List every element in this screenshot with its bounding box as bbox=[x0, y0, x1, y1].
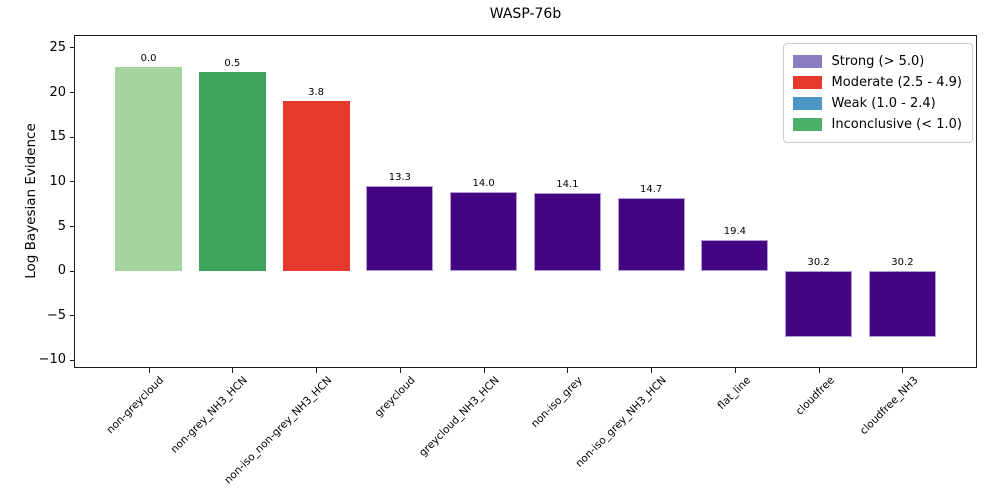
x-tick-mark bbox=[483, 368, 485, 373]
legend-item: Moderate (2.5 - 4.9) bbox=[792, 72, 962, 93]
legend-swatch bbox=[792, 97, 822, 110]
y-tick-label: 25 bbox=[49, 39, 66, 55]
bar-value-label: 14.0 bbox=[472, 178, 495, 190]
y-tick-mark bbox=[70, 315, 74, 317]
x-tick-mark bbox=[818, 368, 820, 373]
bar bbox=[617, 198, 685, 271]
y-tick-label: 0 bbox=[57, 263, 66, 279]
x-tick-label: greycloud_NH3_HCN bbox=[416, 374, 502, 460]
x-tick-label: non-iso_grey bbox=[529, 374, 586, 431]
x-tick-label: non-iso_grey_NH3_HCN bbox=[573, 374, 669, 470]
legend-item: Weak (1.0 - 2.4) bbox=[792, 93, 962, 114]
bar bbox=[366, 185, 434, 271]
x-tick-label: non-grey_NH3_HCN bbox=[168, 374, 251, 456]
y-tick-label: −10 bbox=[38, 352, 66, 368]
bar bbox=[198, 71, 266, 271]
x-tick-mark bbox=[902, 368, 904, 373]
legend-swatch bbox=[792, 118, 822, 131]
bar bbox=[533, 193, 601, 271]
legend: Strong (> 5.0) Moderate (2.5 - 4.9) Weak (… bbox=[782, 43, 973, 143]
y-tick-label: 15 bbox=[49, 129, 66, 145]
x-tick-mark bbox=[148, 368, 150, 373]
bar-value-label: 30.2 bbox=[807, 256, 830, 268]
legend-label: Strong (> 5.0) bbox=[831, 54, 925, 69]
bar-value-label: 14.1 bbox=[556, 179, 579, 191]
legend-swatch bbox=[792, 55, 822, 68]
legend-item: Inconclusive (< 1.0) bbox=[792, 114, 962, 135]
bar bbox=[868, 270, 936, 337]
x-tick-mark bbox=[399, 368, 401, 373]
y-tick-label: 20 bbox=[49, 84, 66, 100]
y-tick-mark bbox=[70, 136, 74, 138]
bar-value-label: 13.3 bbox=[388, 171, 411, 183]
bar-value-label: 0.5 bbox=[224, 57, 241, 69]
bar-value-label: 3.8 bbox=[308, 87, 325, 99]
y-tick-mark bbox=[70, 226, 74, 228]
y-tick-mark bbox=[70, 359, 74, 361]
legend-label: Inconclusive (< 1.0) bbox=[831, 117, 962, 132]
bar bbox=[115, 67, 183, 271]
x-tick-mark bbox=[316, 368, 318, 373]
x-tick-label: greycloud bbox=[372, 374, 418, 420]
y-tick-label: −5 bbox=[46, 307, 66, 323]
y-tick-mark bbox=[70, 270, 74, 272]
legend-label: Weak (1.0 - 2.4) bbox=[831, 96, 936, 111]
y-tick-mark bbox=[70, 181, 74, 183]
y-tick-label: 10 bbox=[49, 173, 66, 189]
x-tick-label: cloudfree_NH3 bbox=[857, 374, 921, 438]
y-tick-mark bbox=[70, 47, 74, 49]
y-axis-label: Log Bayesian Evidence bbox=[23, 123, 39, 279]
y-tick-mark bbox=[70, 92, 74, 94]
bar bbox=[701, 240, 769, 271]
x-tick-mark bbox=[651, 368, 653, 373]
legend-item: Strong (> 5.0) bbox=[792, 51, 962, 72]
x-tick-mark bbox=[734, 368, 736, 373]
x-tick-label: flat_line bbox=[714, 374, 753, 413]
y-tick-label: 5 bbox=[57, 218, 66, 234]
bar bbox=[282, 101, 350, 271]
x-tick-mark bbox=[567, 368, 569, 373]
chart-title: WASP-76b bbox=[489, 6, 562, 22]
bar-value-label: 0.0 bbox=[140, 53, 157, 65]
bar-value-label: 19.4 bbox=[723, 226, 747, 238]
x-tick-mark bbox=[232, 368, 234, 373]
x-tick-label: non-greycloud bbox=[104, 374, 167, 437]
legend-swatch bbox=[792, 76, 822, 89]
x-tick-label: cloudfree bbox=[793, 374, 837, 418]
legend-label: Moderate (2.5 - 4.9) bbox=[831, 75, 962, 90]
bar-value-label: 14.7 bbox=[640, 184, 663, 196]
bar-value-label: 30.2 bbox=[891, 256, 914, 268]
bar bbox=[450, 192, 518, 271]
bar bbox=[785, 270, 853, 337]
